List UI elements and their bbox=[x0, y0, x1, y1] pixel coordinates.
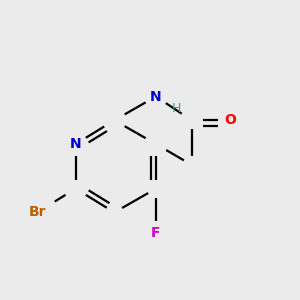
Text: N: N bbox=[150, 89, 162, 103]
Circle shape bbox=[221, 111, 239, 129]
Text: F: F bbox=[151, 226, 161, 240]
Circle shape bbox=[67, 135, 85, 153]
Text: Br: Br bbox=[28, 206, 46, 219]
Circle shape bbox=[148, 226, 164, 241]
Circle shape bbox=[24, 199, 50, 226]
Text: H: H bbox=[172, 102, 182, 115]
Text: N: N bbox=[70, 137, 82, 151]
Text: O: O bbox=[224, 113, 236, 127]
Circle shape bbox=[147, 88, 165, 105]
